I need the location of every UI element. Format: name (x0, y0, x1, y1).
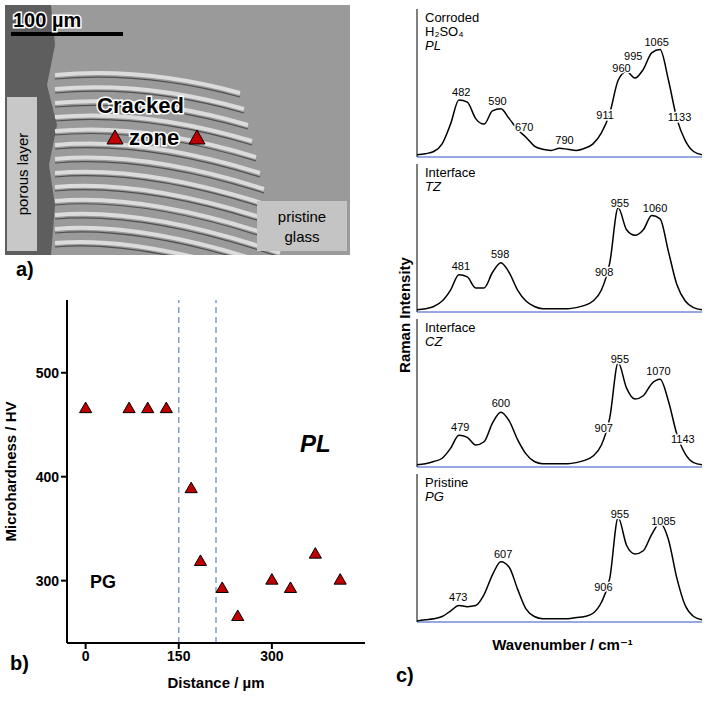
svg-text:Cracked: Cracked (97, 93, 184, 118)
svg-text:zone: zone (129, 125, 179, 150)
svg-text:Microhardness / HV: Microhardness / HV (2, 401, 19, 541)
html-text:Wavenumber / cm⁻¹: Wavenumber / cm⁻¹ (492, 636, 633, 653)
svg-text:1065: 1065 (644, 36, 668, 48)
svg-text:300: 300 (36, 573, 60, 589)
svg-text:482: 482 (452, 86, 470, 98)
svg-text:955: 955 (611, 353, 629, 365)
html-text:CZ: CZ (425, 334, 443, 349)
svg-text:481: 481 (452, 260, 470, 272)
html-text:PG: PG (90, 572, 116, 592)
html-text:c): c) (396, 664, 414, 686)
svg-text:Distance / µm: Distance / µm (167, 674, 264, 691)
svg-text:glass: glass (284, 228, 319, 245)
svg-text:670: 670 (515, 121, 533, 133)
svg-text:598: 598 (491, 248, 509, 260)
svg-text:911: 911 (596, 109, 614, 121)
svg-text:150: 150 (167, 648, 191, 664)
html-text:Interface: Interface (425, 165, 476, 180)
svg-text:1133: 1133 (668, 111, 692, 123)
html-text:H₂SO₄: H₂SO₄ (425, 24, 464, 39)
svg-text:607: 607 (494, 548, 512, 560)
html-text:Pristine: Pristine (425, 475, 469, 490)
html-text:Interface: Interface (425, 320, 476, 335)
html-text:b): b) (10, 652, 29, 674)
svg-text:479: 479 (451, 421, 469, 433)
svg-text:600: 600 (492, 397, 510, 409)
html-text:PG: PG (425, 489, 444, 504)
svg-text:1143: 1143 (671, 433, 695, 445)
svg-text:906: 906 (594, 581, 612, 593)
html-text:Corroded: Corroded (425, 10, 480, 25)
svg-text:907: 907 (595, 422, 613, 434)
svg-text:995: 995 (624, 50, 642, 62)
svg-text:100 µm: 100 µm (13, 9, 81, 31)
svg-text:1085: 1085 (651, 515, 675, 527)
svg-text:955: 955 (611, 197, 629, 209)
html-text:TZ: TZ (425, 179, 441, 194)
svg-text:955: 955 (611, 508, 629, 520)
svg-text:1060: 1060 (643, 202, 667, 214)
svg-text:908: 908 (595, 266, 613, 278)
svg-text:473: 473 (449, 591, 467, 603)
svg-text:porous layer: porous layer (14, 133, 31, 216)
svg-text:590: 590 (488, 95, 506, 107)
html-text:PL: PL (300, 430, 331, 457)
html-text:a): a) (16, 258, 34, 280)
svg-text:Raman Intensity: Raman Intensity (396, 256, 413, 373)
svg-text:790: 790 (555, 134, 573, 146)
svg-text:pristine: pristine (278, 208, 326, 225)
svg-text:0: 0 (82, 648, 90, 664)
svg-text:400: 400 (36, 469, 60, 485)
svg-text:500: 500 (36, 365, 60, 381)
html-text:PL: PL (425, 38, 441, 53)
svg-text:300: 300 (260, 648, 284, 664)
svg-text:960: 960 (612, 62, 630, 74)
svg-text:1070: 1070 (646, 365, 670, 377)
